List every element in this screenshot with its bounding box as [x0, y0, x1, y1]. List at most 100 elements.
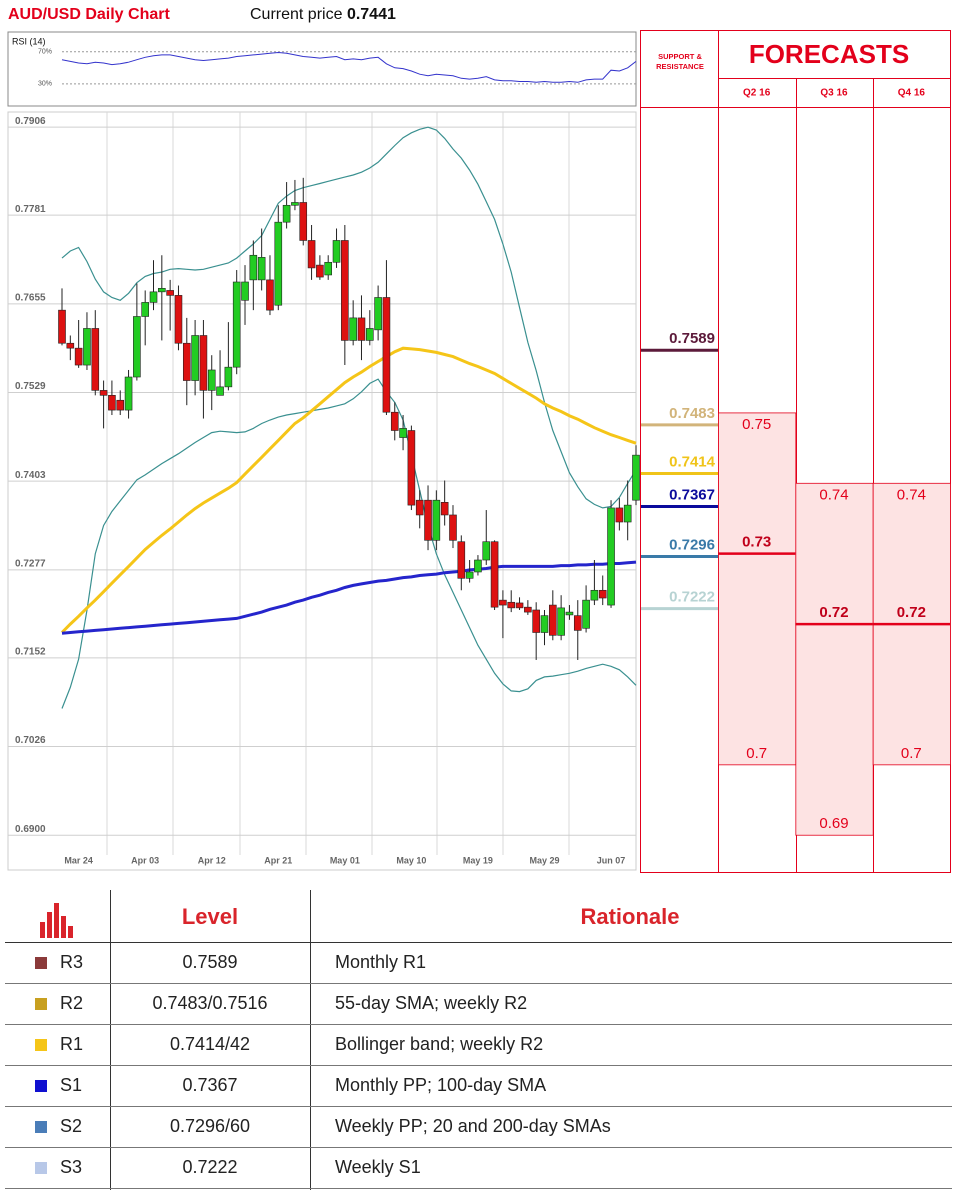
candle-body [623, 504, 632, 523]
forecast-high: 0.74 [819, 486, 848, 503]
candle-body [174, 295, 183, 344]
forecast-low: 0.7 [901, 745, 922, 762]
candle-body [316, 264, 324, 278]
row-swatch [35, 957, 47, 969]
candle-body [116, 399, 125, 411]
table: R3 0.7589 Monthly R1 R2 0.7483/0.7516 55-day … [5, 952, 952, 1189]
candle-body [349, 317, 357, 341]
row-rationale: 55-day SMA; weekly R2 [335, 993, 527, 1013]
level-label: 0.7414 [669, 453, 716, 470]
overlay-line [61, 560, 637, 635]
row-swatch [35, 1039, 47, 1051]
forecast-low: 0.7 [746, 745, 767, 762]
row-rationale: Weekly PP; 20 and 200-day SMAs [335, 1116, 611, 1136]
candle-body [557, 607, 565, 636]
candle-body [565, 611, 574, 616]
candle-body [424, 499, 432, 541]
candle-body [191, 335, 199, 381]
quarter-header: Q2 16 [743, 88, 771, 99]
level-label: 0.7296 [669, 536, 715, 553]
row-swatch [35, 1121, 47, 1133]
row-swatch [35, 1162, 47, 1174]
candle-body [590, 589, 599, 601]
candle-body [390, 411, 399, 431]
candle-body [532, 609, 540, 633]
candle-body [524, 606, 532, 613]
candle-body [108, 395, 116, 411]
candle-body [607, 507, 615, 606]
candle-body [266, 279, 274, 311]
candle-body [407, 430, 416, 506]
level-label: 0.7589 [669, 330, 715, 347]
candle-body [133, 316, 141, 378]
x-tick-label: Apr 12 [198, 855, 226, 865]
row-label: S3 [60, 1157, 82, 1177]
candle-body [257, 257, 266, 281]
row-label: R1 [60, 1034, 83, 1054]
forecast-low: 0.69 [819, 815, 848, 832]
y-tick-label: 0.7655 [15, 292, 46, 303]
price-caption: Current price 0.7441 [250, 6, 396, 23]
overlay-line [61, 378, 637, 709]
forecast-title: FORECASTS [749, 39, 909, 69]
level-label: 0.7222 [669, 589, 715, 606]
candle-body [274, 221, 283, 306]
quarter-header: Q4 16 [898, 88, 926, 99]
y-tick-label: 0.7403 [15, 470, 46, 481]
row-level: 0.7367 [182, 1075, 237, 1095]
candle-body [382, 297, 391, 413]
table-icon [40, 903, 73, 938]
forecast-mid-label: 0.72 [897, 604, 926, 621]
y-tick-label: 0.7781 [15, 204, 46, 215]
candle-body [632, 454, 640, 501]
x-tick-label: May 01 [330, 855, 360, 865]
candle-body [74, 347, 83, 366]
candle-body [299, 202, 308, 241]
table-header: Level [182, 904, 238, 929]
rsi-title: RSI (14) [12, 36, 46, 46]
candle-body [490, 541, 499, 608]
candle-body [515, 602, 524, 609]
row-label: S1 [60, 1075, 82, 1095]
candle-body [465, 571, 474, 579]
forecast-range [718, 412, 797, 766]
row-swatch [35, 998, 47, 1010]
y-tick-label: 0.7277 [15, 559, 46, 570]
candle-body [457, 541, 466, 579]
candle-body [449, 514, 457, 541]
x-tick-label: May 19 [463, 855, 493, 865]
candle-body [291, 202, 299, 206]
price-value: 0.7441 [347, 6, 396, 23]
candle-body [365, 328, 374, 341]
y-tick-label: 0.7906 [15, 116, 46, 127]
level-label: 0.7367 [669, 486, 715, 503]
y-tick-label: 0.7026 [15, 735, 46, 746]
candle-body [58, 309, 66, 344]
candle-body [83, 328, 91, 366]
x-tick-label: Apr 21 [264, 855, 292, 865]
candle-body [332, 240, 341, 263]
row-rationale: Weekly S1 [335, 1157, 421, 1177]
y-tick-label: 0.6900 [15, 824, 46, 835]
candle-body [507, 601, 516, 609]
row-rationale: Monthly PP; 100-day SMA [335, 1075, 546, 1095]
candle-body [141, 302, 149, 317]
row-label: R3 [60, 952, 83, 972]
row-rationale: Bollinger band; weekly R2 [335, 1034, 543, 1054]
candle-body [415, 499, 424, 516]
row-label: S2 [60, 1116, 82, 1136]
row-level: 0.7589 [182, 952, 237, 972]
candle-body [224, 366, 233, 388]
candle-body [166, 290, 174, 296]
candle-body [474, 559, 482, 573]
x-tick-label: Jun 07 [597, 855, 626, 865]
forecast-mid-label: 0.72 [819, 604, 848, 621]
forecast-high: 0.75 [742, 416, 771, 433]
candle-body [149, 291, 158, 303]
candle-body [540, 615, 549, 633]
candle-body [432, 499, 441, 541]
row-level: 0.7414/42 [170, 1034, 250, 1054]
overlay-line [60, 346, 637, 634]
quarter-header: Q3 16 [820, 88, 848, 99]
